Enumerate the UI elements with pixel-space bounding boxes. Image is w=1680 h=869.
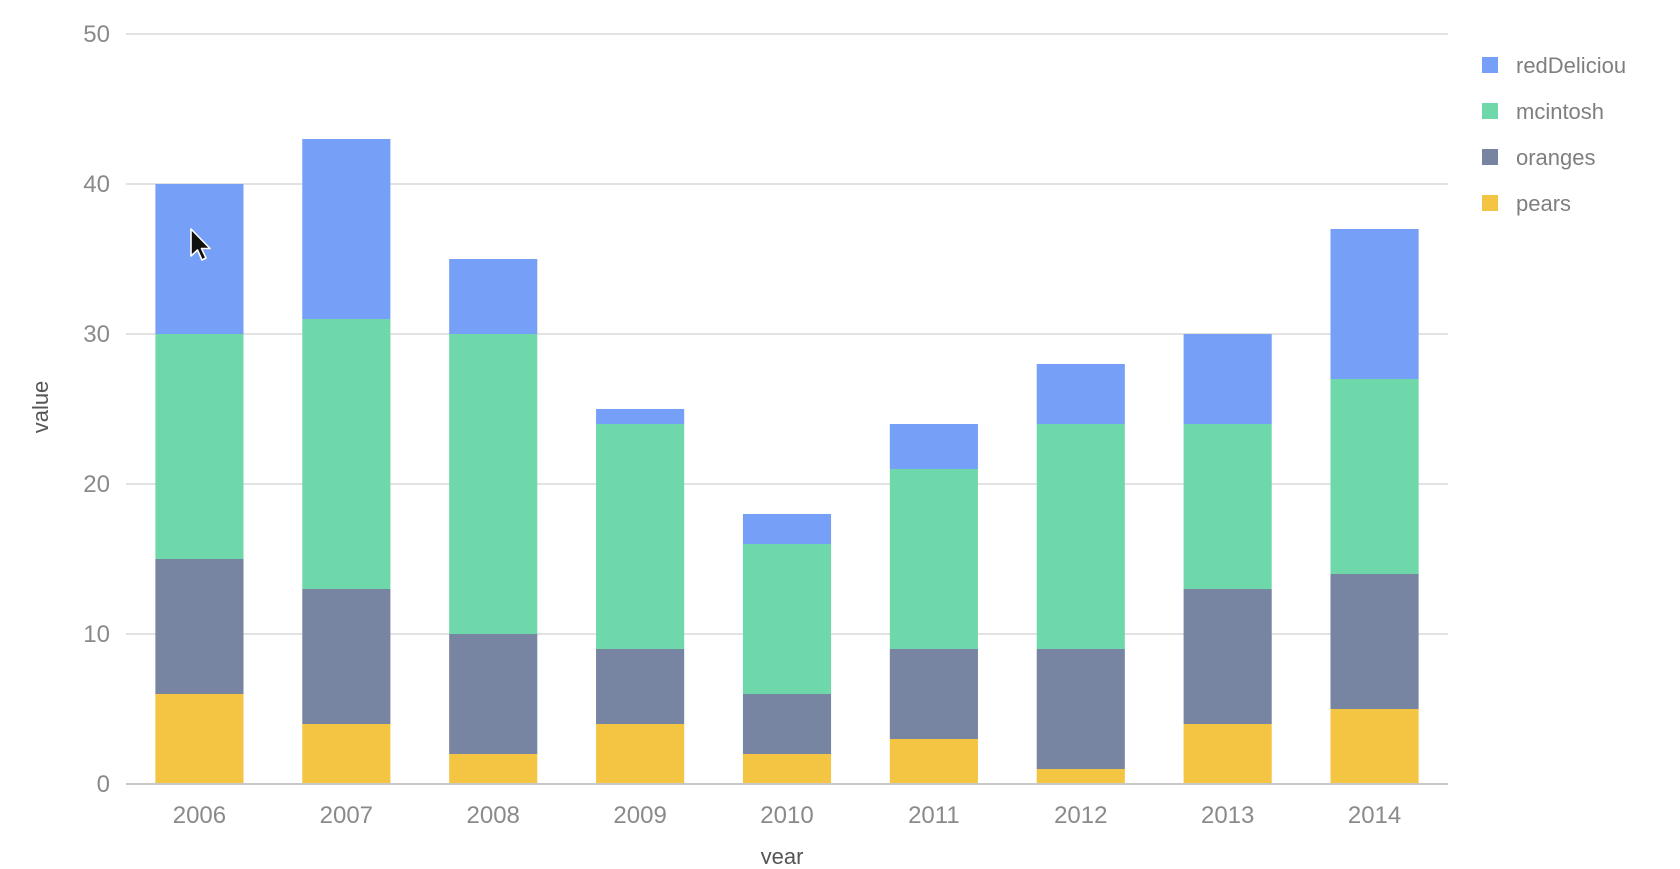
bar-pears-2013 (1183, 724, 1272, 784)
y-tick-label: 30 (83, 321, 110, 348)
mouse-pointer-icon (190, 228, 211, 261)
y-tick-label: 50 (83, 21, 110, 48)
bar-redDeliciou-2009 (596, 409, 685, 424)
bar-redDeliciou-2010 (742, 514, 832, 544)
bar-mcintosh-2013 (1183, 424, 1272, 589)
legend-label-pears: pears (1516, 191, 1571, 216)
x-tick-label: 2012 (1054, 802, 1107, 829)
bar-oranges-2008 (449, 634, 538, 754)
bar-mcintosh-2012 (1036, 424, 1125, 649)
bar-redDeliciou-2013 (1183, 334, 1272, 424)
bar-oranges-2009 (596, 649, 685, 724)
bar-mcintosh-2009 (596, 424, 685, 649)
y-tick-label: 40 (83, 171, 110, 198)
bar-mcintosh-2010 (742, 544, 832, 694)
x-axis-title: year (761, 844, 804, 864)
y-tick-label: 0 (97, 771, 110, 798)
legend-swatch-mcintosh (1482, 103, 1498, 119)
x-tick-label: 2010 (760, 802, 813, 829)
bar-oranges-2014 (1330, 574, 1419, 709)
bar-pears-2008 (449, 754, 538, 784)
bar-pears-2014 (1330, 709, 1419, 784)
x-tick-label: 2013 (1201, 802, 1254, 829)
bar-pears-2007 (302, 724, 391, 784)
bar-pears-2012 (1036, 769, 1125, 784)
legend-label-redDeliciou: redDeliciou (1516, 53, 1626, 78)
bar-pears-2009 (596, 724, 685, 784)
bar-pears-2011 (889, 739, 978, 784)
y-tick-label: 10 (83, 621, 110, 648)
bar-redDeliciou-2014 (1330, 229, 1419, 379)
legend-swatch-oranges (1482, 149, 1498, 165)
y-tick-label: 20 (83, 471, 110, 498)
legend: redDeliciou mcintosh oranges pears (1482, 53, 1626, 216)
bars (155, 139, 1419, 784)
bar-mcintosh-2011 (889, 469, 978, 649)
legend-label-mcintosh: mcintosh (1516, 99, 1604, 124)
bar-oranges-2007 (302, 589, 391, 724)
bar-redDeliciou-2011 (889, 424, 978, 469)
x-tick-label: 2009 (613, 802, 666, 829)
x-tick-label: 2007 (320, 802, 373, 829)
bar-redDeliciou-2007 (302, 139, 391, 319)
y-axis-title: value (28, 381, 53, 434)
legend-swatch-pears (1482, 195, 1498, 211)
bar-redDeliciou-2006 (155, 184, 244, 334)
x-tick-label: 2014 (1348, 802, 1401, 829)
bar-oranges-2010 (742, 694, 832, 754)
bar-oranges-2006 (155, 559, 244, 694)
bar-mcintosh-2006 (155, 334, 244, 559)
x-tick-label: 2011 (908, 802, 960, 829)
axes: 0 10 20 30 40 50 2006 2007 2008 2009 2010 2011 2012 2… (83, 21, 1448, 829)
bar-pears-2006 (155, 694, 244, 784)
bar-redDeliciou-2008 (449, 259, 538, 334)
bar-pears-2010 (742, 754, 832, 784)
bar-mcintosh-2007 (302, 319, 391, 589)
legend-swatch-redDeliciou (1482, 57, 1498, 73)
x-tick-label: 2006 (173, 802, 226, 829)
bar-oranges-2012 (1036, 649, 1125, 769)
bar-mcintosh-2008 (449, 334, 538, 634)
bar-mcintosh-2014 (1330, 379, 1419, 574)
bar-redDeliciou-2012 (1036, 364, 1125, 424)
bar-oranges-2011 (889, 649, 978, 739)
bar-oranges-2013 (1183, 589, 1272, 724)
x-tick-label: 2008 (467, 802, 520, 829)
legend-label-oranges: oranges (1516, 145, 1596, 170)
